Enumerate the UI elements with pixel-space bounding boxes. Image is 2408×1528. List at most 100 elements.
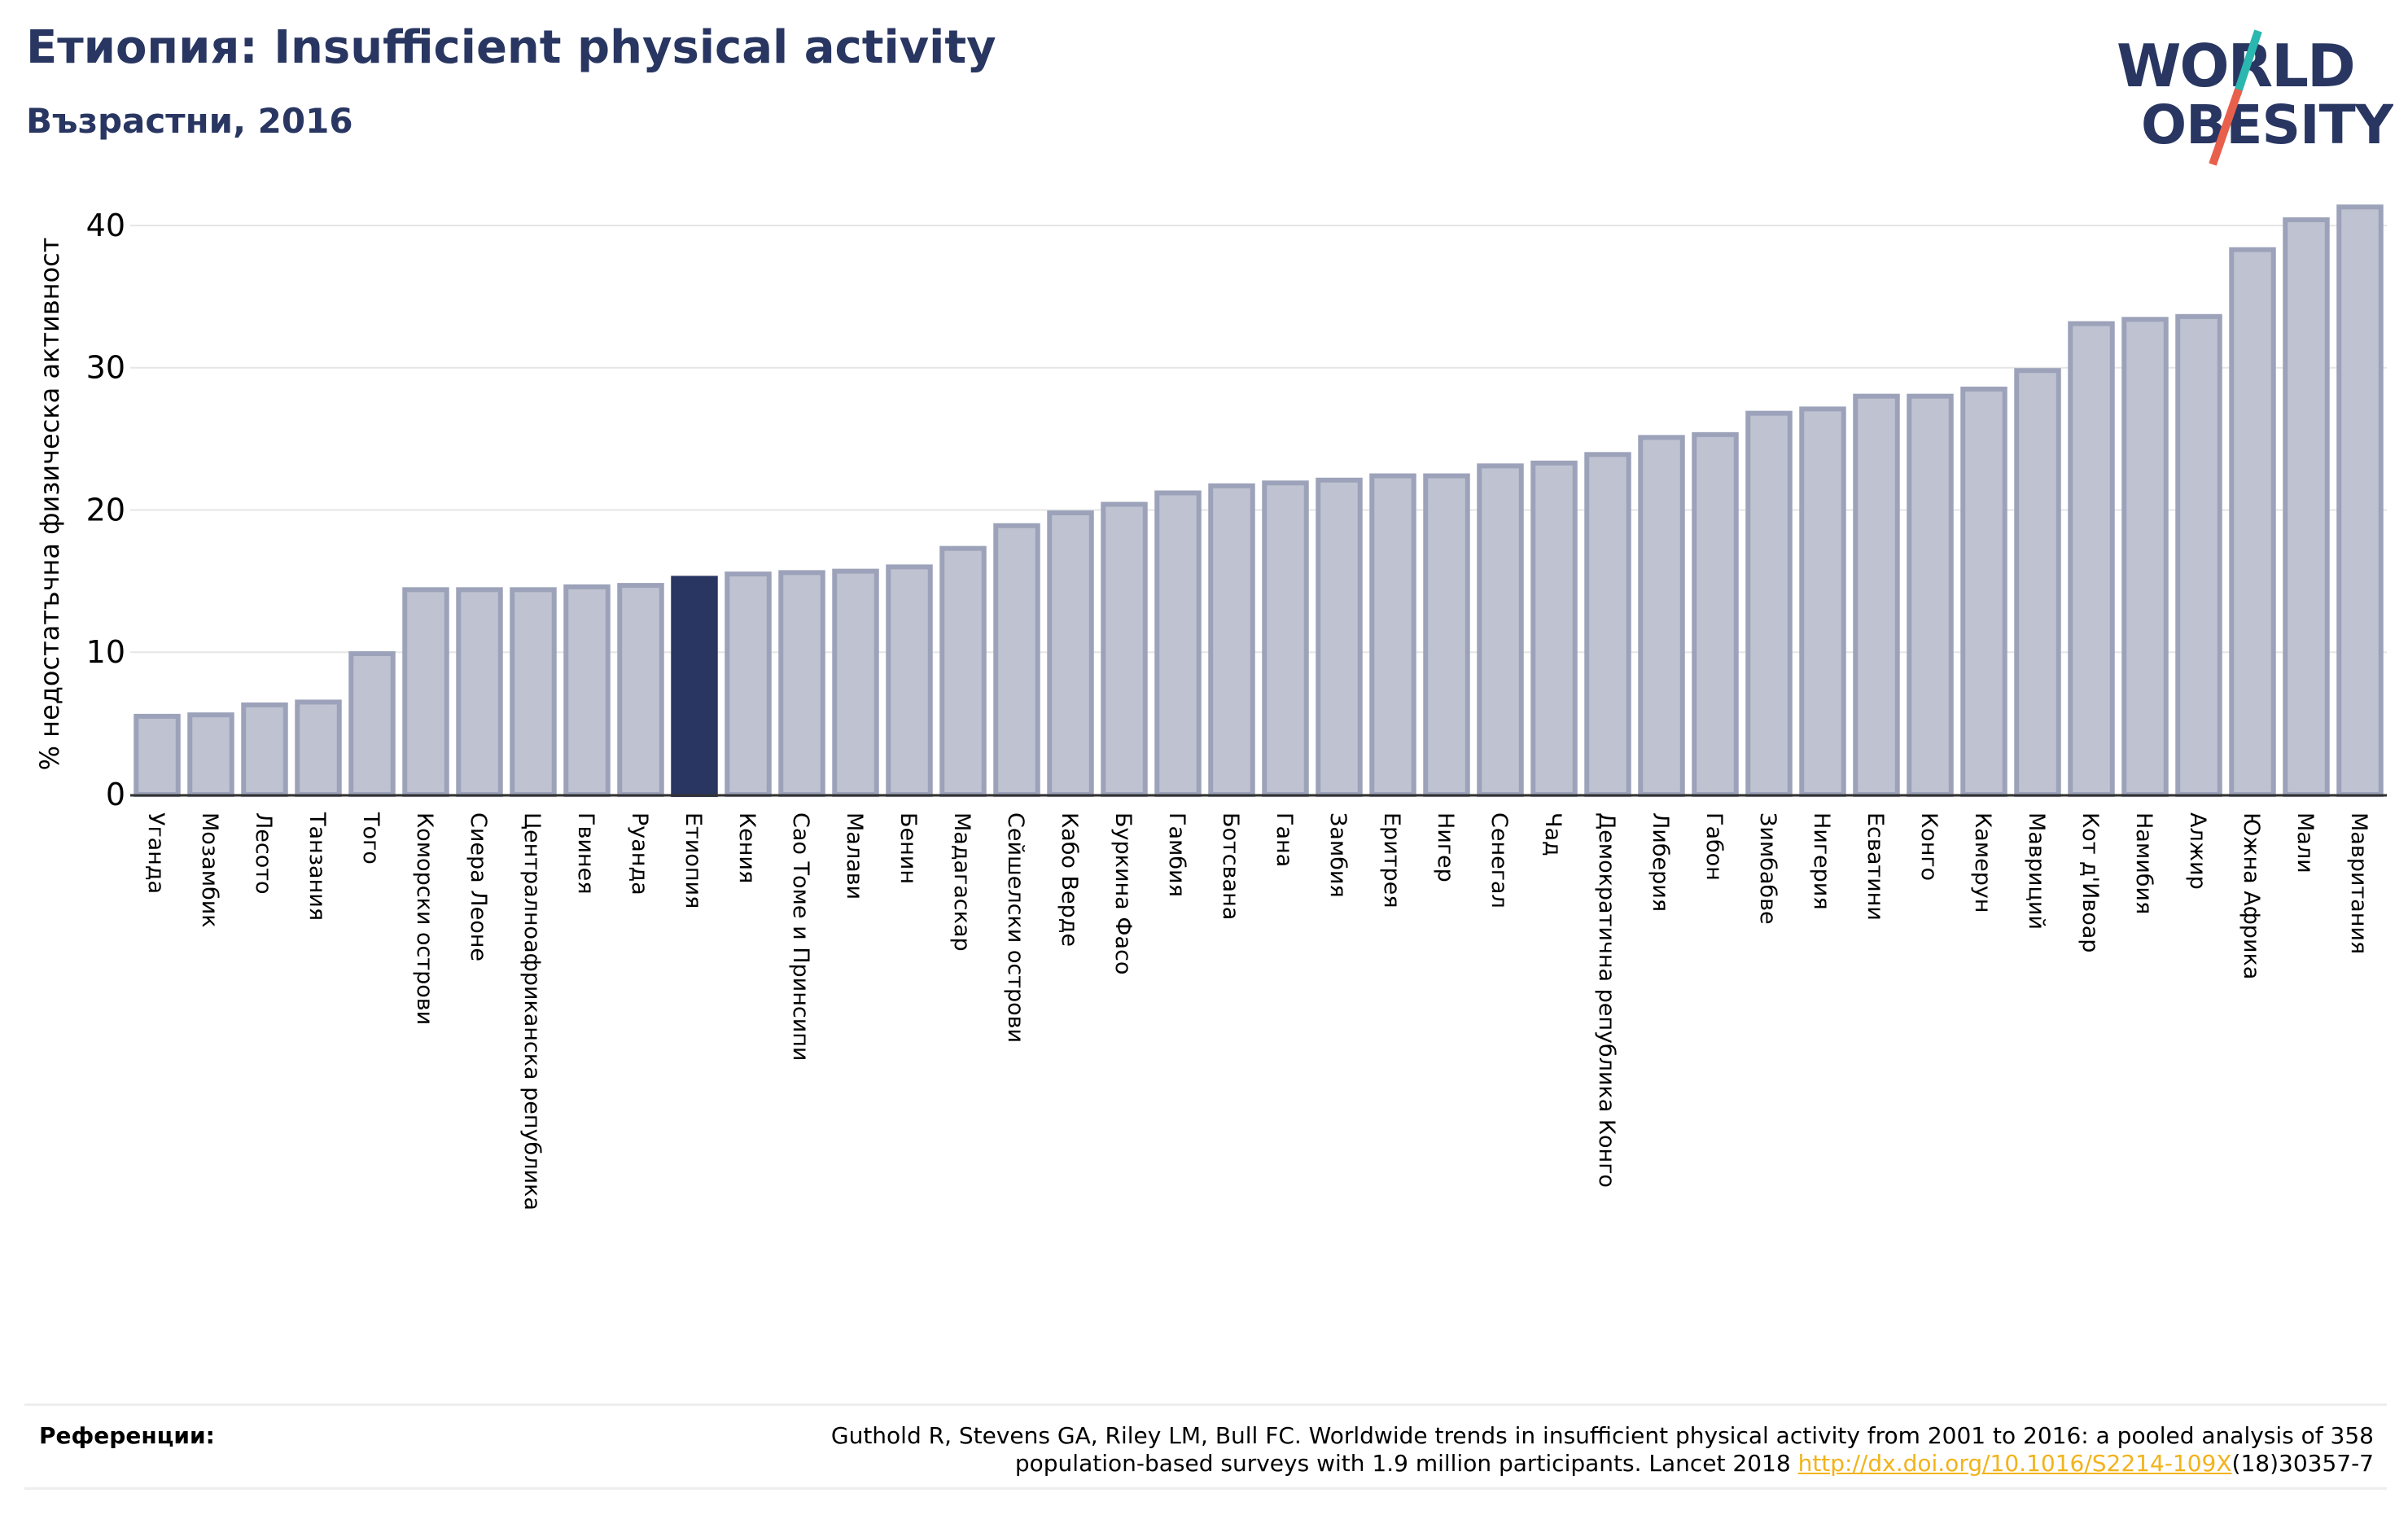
- bar-3: [241, 702, 288, 798]
- bar-21: [1208, 483, 1255, 797]
- bars: [134, 204, 2384, 798]
- x-tick-label: Алжир: [2185, 812, 2210, 890]
- x-tick-label: Конго: [1916, 812, 1942, 881]
- x-tick-label: Замбия: [1325, 812, 1351, 898]
- bar-10: [617, 583, 664, 797]
- x-tick-label: Габон: [1701, 812, 1727, 881]
- x-tick-label: Лесото: [251, 812, 276, 895]
- logo-slash-top: [2233, 29, 2262, 96]
- bar-42: [2336, 204, 2384, 797]
- x-tick-label: Мозамбик: [197, 812, 222, 928]
- y-axis-label: % недостатъчна физическа активност: [34, 238, 65, 771]
- x-tick-label: Сао Томе и Принсипи: [788, 812, 813, 1061]
- bar-1: [134, 713, 181, 798]
- world-obesity-logo: WORLD OBESITY: [2117, 29, 2393, 166]
- x-tick-label: Еритрея: [1379, 812, 1404, 908]
- y-tick-label: 10: [86, 634, 125, 670]
- bar-5: [348, 650, 396, 797]
- bar-11: [671, 576, 718, 797]
- bar-37: [2068, 321, 2115, 797]
- x-tick-label: Сиера Леоне: [466, 812, 491, 961]
- x-tick-label: Етиопия: [681, 812, 706, 908]
- bar-12: [725, 571, 772, 797]
- bar-17: [993, 523, 1040, 797]
- x-tick-label: Гана: [1272, 812, 1297, 867]
- bar-27: [1530, 460, 1578, 797]
- x-tick-label: Централноафриканска република: [519, 812, 545, 1211]
- x-tick-label: Мадагаскар: [949, 812, 974, 952]
- chart-subtitle: Възрастни, 2016: [26, 101, 353, 141]
- x-tick-label: Сейшелски острови: [1003, 812, 1028, 1043]
- bar-32: [1799, 406, 1846, 797]
- bar-2: [187, 712, 234, 798]
- bar-25: [1423, 473, 1470, 797]
- bar-28: [1584, 452, 1631, 797]
- x-tick-label: Того: [358, 812, 383, 865]
- x-tick-label: Коморски острови: [412, 812, 437, 1025]
- bar-20: [1154, 490, 1202, 797]
- bar-36: [2014, 368, 2061, 797]
- x-tick-label: Сенегал: [1486, 812, 1512, 908]
- reference-line2-end: (18)30357-7: [2231, 1450, 2374, 1477]
- x-axis-ticks: Уганда Мозамбик Лесото Танзания Того Коморски…: [143, 812, 2371, 1211]
- bar-9: [563, 584, 611, 797]
- x-tick-label: Кабо Верде: [1057, 812, 1082, 947]
- bar-13: [778, 570, 825, 797]
- bar-41: [2283, 217, 2330, 797]
- references-label: Референции:: [39, 1422, 215, 1449]
- references-text: Guthold R, Stevens GA, Riley LM, Bull FC…: [501, 1422, 2374, 1478]
- references-box: Референции: Guthold R, Stevens GA, Riley…: [24, 1403, 2387, 1490]
- y-axis-ticks: 0 10 20 30 40: [86, 208, 125, 812]
- bar-30: [1692, 431, 1739, 797]
- x-tick-label: Мавритания: [2346, 812, 2371, 954]
- bar-38: [2121, 317, 2169, 797]
- bar-39: [2175, 313, 2222, 797]
- y-tick-label: 0: [106, 777, 125, 812]
- bar-34: [1907, 393, 1954, 797]
- x-tick-label: Камерун: [1970, 812, 1995, 913]
- bar-29: [1638, 435, 1685, 797]
- x-tick-label: Нигер: [1433, 812, 1458, 882]
- bar-chart: 0 10 20 30 40 Уганда Мозамбик Лесото Танзания То…: [34, 204, 2387, 1211]
- y-tick-label: 20: [86, 492, 125, 528]
- y-tick-label: 30: [86, 350, 125, 386]
- chart-title: Етиопия: Insufficient physical activity: [26, 21, 996, 74]
- bar-33: [1853, 393, 1900, 797]
- bar-23: [1316, 477, 1363, 797]
- bar-16: [939, 545, 987, 798]
- x-tick-label: Руанда: [627, 812, 652, 895]
- logo-slash-bottom: [2209, 88, 2243, 166]
- bar-6: [402, 587, 449, 797]
- doi-link[interactable]: http://dx.doi.org/10.1016/S2214-109X: [1797, 1450, 2232, 1477]
- reference-line2: population-based surveys with 1.9 millio…: [1014, 1450, 1798, 1477]
- x-tick-label: Малави: [842, 812, 867, 900]
- x-tick-label: Либерия: [1648, 812, 1673, 912]
- x-tick-label: Намибия: [2131, 812, 2156, 914]
- bar-35: [1960, 386, 2007, 797]
- x-tick-label: Мавриций: [2024, 812, 2049, 930]
- bar-14: [832, 568, 879, 797]
- bar-31: [1745, 410, 1793, 797]
- bar-22: [1262, 480, 1309, 797]
- bar-24: [1369, 473, 1416, 797]
- bar-26: [1477, 463, 1524, 797]
- logo-line2: OBESITY: [2141, 94, 2393, 156]
- bar-4: [295, 699, 342, 798]
- x-tick-label: Уганда: [143, 812, 169, 894]
- y-tick-label: 40: [86, 208, 125, 243]
- bar-40: [2229, 247, 2276, 797]
- bar-19: [1101, 501, 1148, 797]
- x-tick-label: Кения: [734, 812, 760, 883]
- x-tick-label: Ботсвана: [1218, 812, 1243, 920]
- bar-8: [510, 587, 557, 797]
- bar-18: [1047, 510, 1094, 797]
- bar-15: [886, 564, 933, 798]
- x-tick-label: Гвинея: [573, 812, 598, 894]
- x-tick-label: Нигерия: [1809, 812, 1834, 910]
- x-tick-label: Демократична република Конго: [1594, 812, 1619, 1188]
- x-tick-label: Бенин: [895, 812, 921, 884]
- x-tick-label: Гамбия: [1164, 812, 1189, 897]
- x-tick-label: Южна Африка: [2239, 812, 2264, 979]
- x-tick-label: Буркина Фасо: [1110, 812, 1136, 974]
- reference-line1: Guthold R, Stevens GA, Riley LM, Bull FC…: [830, 1422, 2374, 1449]
